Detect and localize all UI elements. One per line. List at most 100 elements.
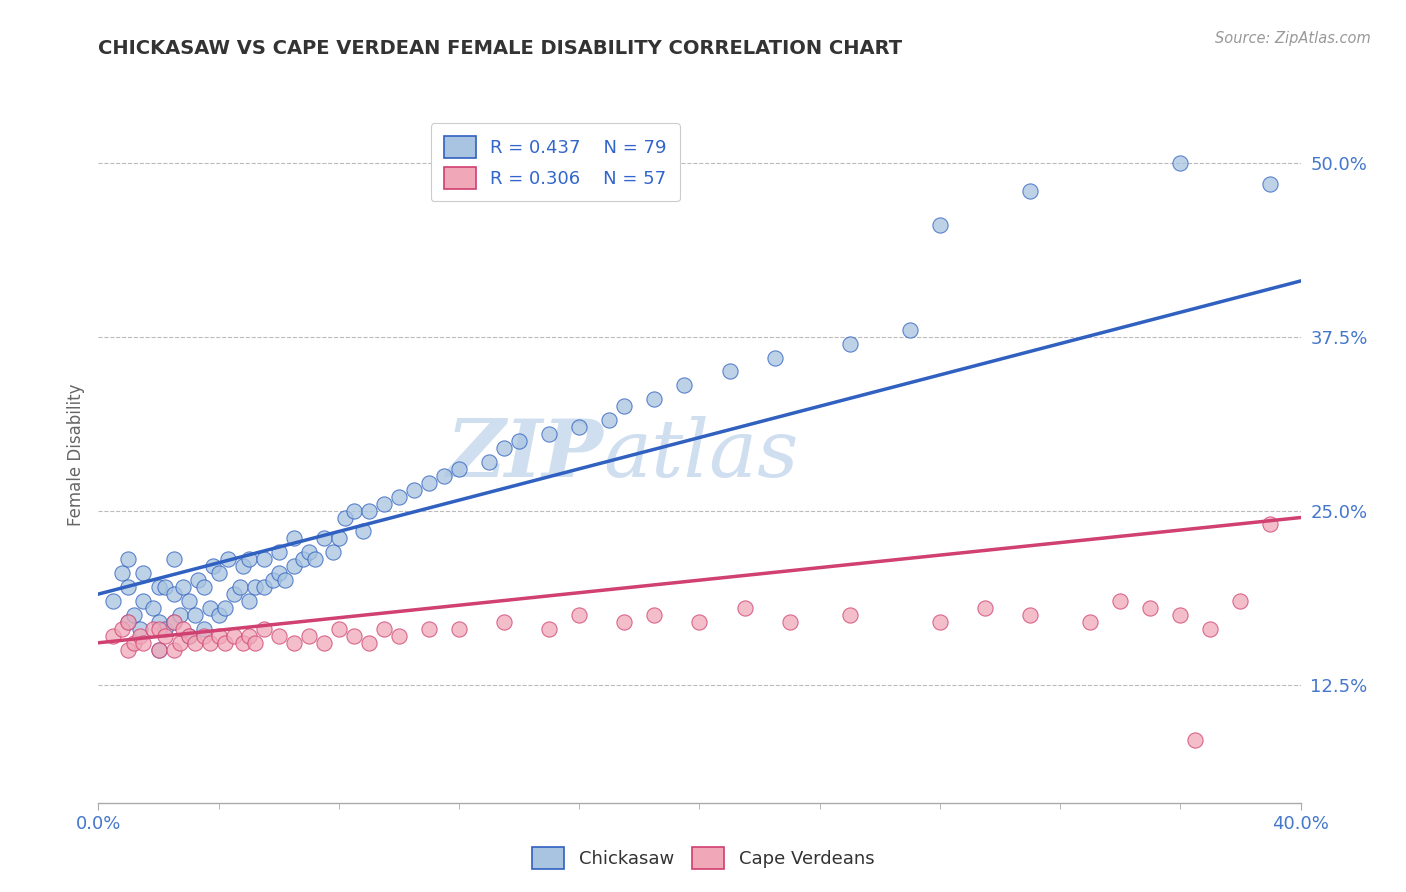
Point	[1260, 177, 1282, 191]
Point	[148, 642, 170, 657]
Point	[243, 580, 266, 594]
Point	[232, 636, 254, 650]
Point	[162, 552, 184, 566]
Point	[148, 622, 170, 636]
Point	[177, 594, 200, 608]
Point	[373, 497, 395, 511]
Point	[283, 559, 305, 574]
Point	[238, 552, 260, 566]
Point	[688, 615, 710, 629]
Point	[343, 503, 366, 517]
Point	[238, 629, 260, 643]
Point	[1260, 517, 1282, 532]
Point	[238, 594, 260, 608]
Point	[132, 566, 155, 581]
Point	[1184, 733, 1206, 747]
Point	[162, 642, 184, 657]
Point	[343, 629, 366, 643]
Legend: R = 0.437    N = 79, R = 0.306    N = 57: R = 0.437 N = 79, R = 0.306 N = 57	[430, 123, 679, 202]
Point	[132, 594, 155, 608]
Point	[201, 559, 224, 574]
Point	[1170, 607, 1192, 622]
Point	[193, 629, 215, 643]
Point	[1139, 601, 1161, 615]
Point	[298, 629, 321, 643]
Point	[217, 552, 239, 566]
Point	[418, 475, 440, 490]
Point	[312, 532, 335, 546]
Point	[538, 427, 561, 442]
Point	[718, 364, 741, 378]
Point	[208, 566, 231, 581]
Point	[1109, 594, 1132, 608]
Point	[929, 219, 952, 233]
Point	[298, 545, 321, 559]
Point	[357, 636, 380, 650]
Point	[172, 622, 194, 636]
Point	[169, 607, 191, 622]
Point	[779, 615, 801, 629]
Point	[283, 636, 305, 650]
Point	[103, 594, 125, 608]
Text: Source: ZipAtlas.com: Source: ZipAtlas.com	[1215, 31, 1371, 46]
Point	[187, 573, 209, 587]
Point	[153, 622, 176, 636]
Point	[322, 545, 344, 559]
Point	[538, 622, 561, 636]
Point	[598, 413, 620, 427]
Point	[352, 524, 374, 539]
Point	[838, 336, 860, 351]
Point	[357, 503, 380, 517]
Point	[643, 607, 665, 622]
Point	[153, 580, 176, 594]
Point	[838, 607, 860, 622]
Point	[183, 636, 205, 650]
Point	[388, 629, 411, 643]
Point	[148, 580, 170, 594]
Point	[117, 615, 139, 629]
Point	[208, 607, 231, 622]
Point	[328, 622, 350, 636]
Point	[177, 629, 200, 643]
Point	[898, 323, 921, 337]
Point	[193, 622, 215, 636]
Point	[304, 552, 326, 566]
Point	[198, 601, 221, 615]
Y-axis label: Female Disability: Female Disability	[66, 384, 84, 526]
Point	[214, 601, 236, 615]
Point	[177, 629, 200, 643]
Point	[129, 629, 152, 643]
Point	[117, 642, 139, 657]
Point	[141, 601, 163, 615]
Point	[117, 552, 139, 566]
Point	[402, 483, 425, 497]
Point	[643, 392, 665, 407]
Point	[153, 629, 176, 643]
Point	[283, 532, 305, 546]
Point	[222, 587, 245, 601]
Point	[172, 580, 194, 594]
Point	[111, 622, 134, 636]
Point	[169, 636, 191, 650]
Point	[418, 622, 440, 636]
Point	[568, 420, 591, 434]
Point	[1078, 615, 1101, 629]
Text: atlas: atlas	[603, 417, 799, 493]
Point	[1199, 622, 1222, 636]
Point	[1019, 607, 1042, 622]
Point	[208, 629, 231, 643]
Point	[243, 636, 266, 650]
Point	[974, 601, 997, 615]
Point	[193, 580, 215, 594]
Point	[162, 615, 184, 629]
Point	[253, 552, 276, 566]
Point	[162, 587, 184, 601]
Point	[183, 607, 205, 622]
Point	[117, 580, 139, 594]
Point	[253, 580, 276, 594]
Point	[222, 629, 245, 643]
Point	[198, 636, 221, 650]
Point	[214, 636, 236, 650]
Point	[388, 490, 411, 504]
Point	[262, 573, 284, 587]
